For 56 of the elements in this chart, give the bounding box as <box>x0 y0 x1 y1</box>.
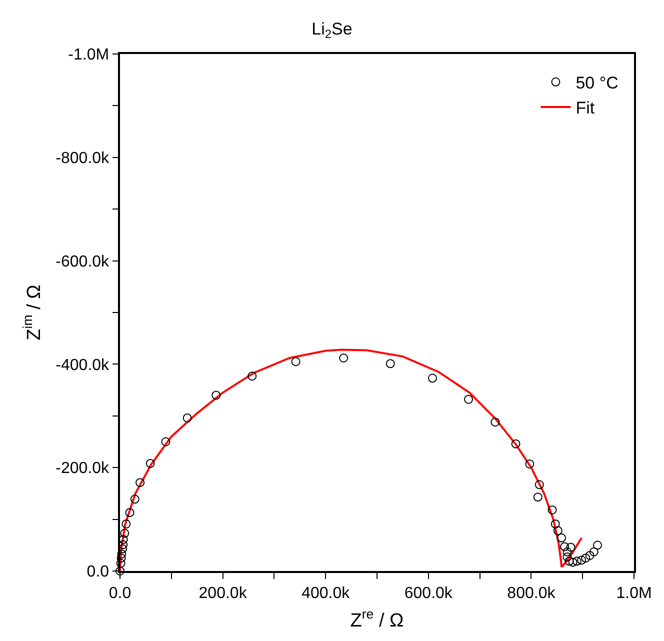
point <box>291 357 300 366</box>
point <box>339 354 348 362</box>
x-tick-label: 0.0 <box>108 584 132 602</box>
point <box>125 508 134 518</box>
point <box>511 439 520 448</box>
point <box>117 549 126 558</box>
x-axis-title: Z$^{re}$ / Ω <box>350 606 404 632</box>
point <box>593 540 602 550</box>
point <box>550 519 560 528</box>
point <box>161 437 170 446</box>
point <box>428 374 438 383</box>
x-tick-label: 600.0k <box>404 584 454 602</box>
point <box>490 418 500 427</box>
point <box>212 390 221 400</box>
point <box>560 542 570 552</box>
x-tick-label: 400.0k <box>302 584 351 602</box>
point <box>386 359 395 368</box>
point <box>136 478 145 488</box>
point <box>116 566 124 576</box>
point <box>577 556 586 565</box>
point <box>146 458 155 468</box>
point <box>564 556 574 566</box>
point <box>562 552 572 562</box>
y-tick-label: -1.0M <box>68 46 110 64</box>
point <box>248 372 257 381</box>
point <box>589 547 598 556</box>
point <box>581 554 590 563</box>
legend-label: 50 °C <box>576 74 618 93</box>
y-tick-label: -600.0k <box>56 253 110 270</box>
x-tick-label: 1.0M <box>616 584 652 602</box>
point <box>116 558 126 568</box>
point <box>572 556 582 566</box>
point <box>182 413 192 422</box>
point <box>464 394 473 404</box>
point <box>557 533 566 542</box>
x-tick-label: 200.0k <box>198 584 248 602</box>
point <box>553 526 562 536</box>
y-tick-label: -800.0k <box>56 150 110 167</box>
point <box>568 558 578 567</box>
point <box>525 459 534 468</box>
legend-label: Fit <box>576 98 595 118</box>
chart-title: Li$_{2}$Se <box>312 19 352 41</box>
point <box>534 480 544 490</box>
y-tick-label: -400.0k <box>56 356 110 374</box>
point <box>566 542 576 552</box>
x-tick-label: 800.0k <box>507 584 556 602</box>
point <box>120 528 130 538</box>
point <box>562 547 572 556</box>
point <box>548 505 557 514</box>
point <box>585 550 594 560</box>
point <box>116 554 126 563</box>
y-tick-label: -200.0k <box>56 460 110 478</box>
y-tick-label: 0.0 <box>86 564 110 581</box>
point <box>122 519 131 528</box>
point <box>533 492 542 502</box>
point <box>130 494 140 504</box>
